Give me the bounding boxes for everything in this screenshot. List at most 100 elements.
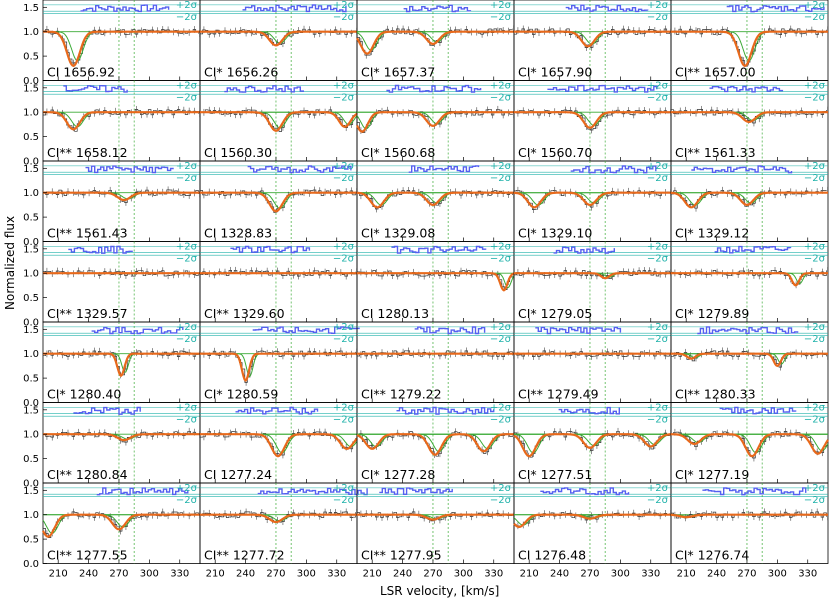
y-tick-label: 0.5 xyxy=(23,132,39,143)
y-tick-label: 0.0 xyxy=(23,398,39,409)
sigma-minus-label: −2σ xyxy=(647,415,669,426)
panel-label: CI* 1277.28 xyxy=(361,467,435,482)
residuals xyxy=(558,406,620,415)
y-axis-label: Normalized flux xyxy=(3,215,17,310)
residuals xyxy=(547,84,658,93)
panel-20: +2σ −2σ CI* 1279.89 xyxy=(670,241,829,323)
panel-label: CI* 1329.08 xyxy=(361,226,435,241)
panel-23: +2σ−2σ CI** 1279.22 xyxy=(356,321,515,403)
y-tick-label: 0.0 xyxy=(23,318,39,329)
y-tick-label: 1.0 xyxy=(23,27,39,38)
residuals xyxy=(235,406,319,415)
panel-label: CI* 1657.37 xyxy=(361,65,435,80)
fit-model xyxy=(513,433,672,458)
panel-frame xyxy=(670,482,829,564)
sigma-plus-label: +2σ xyxy=(176,0,198,11)
fit-model xyxy=(671,352,828,368)
sigma-minus-label: −2σ xyxy=(176,334,198,345)
y-tick-label: 0.5 xyxy=(23,374,39,385)
sigma-minus-label: −2σ xyxy=(647,334,669,345)
panel-label: CI** 1280.84 xyxy=(47,467,128,482)
sigma-minus-label: −2σ xyxy=(804,173,826,184)
panel-8: +2σ −2σ CI* 1560.68 xyxy=(356,80,515,162)
x-tick-label: 330 xyxy=(170,569,189,580)
fit-model xyxy=(514,272,671,280)
panel-label: CI 1277.24 xyxy=(204,467,272,482)
x-tick-label: 300 xyxy=(611,569,630,580)
panel-label: CI* 1656.26 xyxy=(204,65,278,80)
panel-3: +2σ−2σ CI* 1657.37 xyxy=(356,0,515,81)
panel-label: CI** 1279.49 xyxy=(518,387,599,402)
sigma-plus-label: +2σ xyxy=(490,483,512,494)
sigma-minus-label: −2σ xyxy=(333,12,355,23)
x-tick-label: 330 xyxy=(484,569,503,580)
panel-34: +2σ−2σ CI 1276.48 210 240 270 300 330 xyxy=(513,482,672,580)
panel-28: +2σ −2σ CI* 1277.28 xyxy=(356,402,515,484)
x-tick-label: 300 xyxy=(454,569,473,580)
sigma-minus-label: −2σ xyxy=(333,415,355,426)
sigma-minus-label: −2σ xyxy=(647,12,669,23)
residuals xyxy=(386,84,482,93)
fit-model xyxy=(200,111,358,132)
residuals xyxy=(73,406,141,415)
residuals xyxy=(691,165,793,174)
panel-label: CI** 1657.00 xyxy=(675,65,756,80)
y-tick-label: 1.0 xyxy=(23,269,39,280)
residuals xyxy=(714,245,792,254)
sigma-plus-label: +2σ xyxy=(490,322,512,333)
sigma-minus-label: −2σ xyxy=(176,173,198,184)
x-tick-label: 270 xyxy=(737,569,756,580)
panel-15: +2σ−2σ CI* 1329.12 xyxy=(670,160,829,242)
residuals xyxy=(242,4,347,13)
sigma-minus-label: −2σ xyxy=(804,415,826,426)
sigma-plus-label: +2σ xyxy=(333,402,355,413)
spectrum-data xyxy=(671,28,827,67)
panel-32: +2σ−2σ CI** 1277.72 210 240 270 300 330 xyxy=(199,482,368,580)
panel-4: +2σ−2σ CI* 1657.90 xyxy=(513,0,672,81)
sigma-minus-label: −2σ xyxy=(804,334,826,345)
residuals xyxy=(247,165,352,174)
sigma-plus-label: +2σ xyxy=(804,241,826,252)
residuals xyxy=(257,487,368,496)
panel-12: +2σ−2σ CI 1328.83 xyxy=(199,160,358,242)
residuals xyxy=(565,4,649,13)
panel-label: CI** 1279.22 xyxy=(361,387,442,402)
y-tick-label: 1.0 xyxy=(23,108,39,119)
sigma-plus-label: +2σ xyxy=(333,241,355,252)
panel-label: CI* 1280.59 xyxy=(204,387,278,402)
fit-model xyxy=(43,433,200,442)
sigma-minus-label: −2σ xyxy=(333,334,355,345)
fit-model xyxy=(200,352,357,383)
sigma-plus-label: +2σ xyxy=(647,402,669,413)
residuals xyxy=(719,406,797,415)
sigma-minus-label: −2σ xyxy=(176,93,198,104)
fit-model xyxy=(43,30,200,68)
y-tick-label: 1.0 xyxy=(23,349,39,360)
residuals xyxy=(408,165,480,173)
sigma-plus-label: +2σ xyxy=(333,322,355,333)
sigma-minus-label: −2σ xyxy=(176,415,198,426)
panel-22: +2σ−2σ CI* 1280.59 xyxy=(199,321,360,403)
sigma-plus-label: +2σ xyxy=(804,80,826,91)
sigma-minus-label: −2σ xyxy=(490,334,512,345)
x-tick-label: 330 xyxy=(327,569,346,580)
sigma-minus-label: −2σ xyxy=(333,495,355,506)
residuals xyxy=(230,245,311,254)
y-tick-label: 1.0 xyxy=(23,188,39,199)
panel-27: +2σ −2σ CI 1277.24 xyxy=(199,402,358,484)
fit-model xyxy=(43,191,200,202)
panel-label: CI** 1329.57 xyxy=(47,306,128,321)
panel-1: +2σ−2σ CI 1656.92 0.0 0.5 1.0 1.5 xyxy=(23,0,201,87)
panel-label: CI* 1277.51 xyxy=(518,467,592,482)
component-profile xyxy=(356,111,514,130)
panel-5: +2σ−2σ CI** 1657.00 xyxy=(670,0,829,81)
sigma-minus-label: −2σ xyxy=(176,495,198,506)
y-tick-label: 0.5 xyxy=(23,293,39,304)
y-tick-label: 0.5 xyxy=(23,535,39,546)
sigma-plus-label: +2σ xyxy=(176,80,198,91)
sigma-minus-label: −2σ xyxy=(647,173,669,184)
y-tick-label: 1.5 xyxy=(23,3,39,14)
fit-model xyxy=(200,433,358,458)
sigma-plus-label: +2σ xyxy=(490,402,512,413)
